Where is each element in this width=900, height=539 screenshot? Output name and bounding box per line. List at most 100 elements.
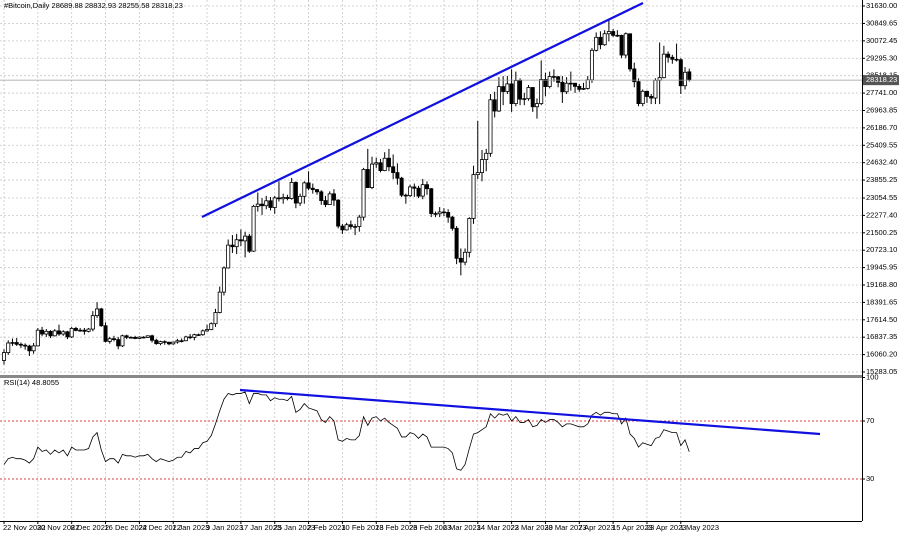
x-tick-label: 18 Feb 2023 <box>375 523 417 532</box>
candle-body <box>463 251 468 263</box>
candle-body <box>526 87 531 100</box>
candle-body <box>386 157 391 168</box>
candle-body <box>111 338 116 341</box>
candle-body <box>107 338 112 342</box>
candle-body <box>27 345 32 352</box>
x-tick-label: 2 Feb 2023 <box>308 523 346 532</box>
candle-body <box>374 162 379 165</box>
candle-body <box>217 291 222 313</box>
candle-body <box>670 56 675 60</box>
candle-body <box>272 197 277 208</box>
candle-body <box>120 335 125 347</box>
candle-body <box>496 86 501 112</box>
candle-body <box>14 342 19 345</box>
candle-body <box>35 329 40 347</box>
x-tick-label: 8 Dec 2022 <box>71 523 109 532</box>
candle-body <box>175 340 180 343</box>
candle-body <box>501 86 506 92</box>
candle-body <box>403 194 408 197</box>
candle-body <box>18 343 23 346</box>
candle-body <box>56 330 61 335</box>
candle-body <box>623 33 628 56</box>
candle-body <box>10 342 15 344</box>
candle-body <box>166 341 171 345</box>
y-tick-label: 20723.10 <box>866 245 897 254</box>
candle-body <box>230 244 235 248</box>
candle-body <box>306 182 311 189</box>
candle-body <box>429 188 434 214</box>
candle-body <box>543 79 548 88</box>
x-tick-label: 9 Jan 2023 <box>206 523 243 532</box>
candle-body <box>52 330 57 337</box>
candle-body <box>513 80 518 105</box>
x-tick-label: 23 Apr 2023 <box>646 523 686 532</box>
candle-body <box>454 227 459 259</box>
candle-body <box>336 199 341 227</box>
candle-body <box>268 200 273 208</box>
candle-body <box>2 352 7 361</box>
candle-body <box>243 235 248 242</box>
candle-body <box>530 87 535 108</box>
x-tick-label: 1 May 2023 <box>680 523 719 532</box>
candle-body <box>581 87 586 90</box>
candle-body <box>522 98 527 100</box>
candle-body <box>564 82 569 93</box>
x-tick-label: 14 Mar 2023 <box>477 523 519 532</box>
candle-body <box>598 36 603 46</box>
y-tick-label: 19168.80 <box>866 280 897 289</box>
candle-body <box>124 335 129 338</box>
x-tick-label: 25 Jan 2023 <box>274 523 315 532</box>
candle-body <box>78 329 83 332</box>
candle-body <box>509 83 514 105</box>
candle-body <box>226 244 231 269</box>
rsi-y-tick-label: 70 <box>866 416 874 425</box>
candle-body <box>103 325 108 342</box>
candle-body <box>416 187 421 197</box>
x-tick-label: 26 Feb 2023 <box>409 523 451 532</box>
x-tick-label: 10 Feb 2023 <box>341 523 383 532</box>
candle-body <box>551 76 556 78</box>
candle-body <box>285 197 290 199</box>
axes: 31630.0030849.6530072.4529295.3028518.15… <box>3 1 899 532</box>
candle-body <box>188 336 193 339</box>
candle-body <box>632 68 637 83</box>
candle-body <box>331 193 336 201</box>
candle-body <box>488 99 493 154</box>
candle-body <box>611 31 616 36</box>
candle-body <box>450 216 455 229</box>
candle-body <box>90 315 95 330</box>
x-tick-label: 6 Mar 2023 <box>443 523 481 532</box>
candle-body <box>276 197 281 200</box>
candle-body <box>353 226 358 228</box>
candle-body <box>150 335 155 341</box>
candle-body <box>539 79 544 105</box>
candle-body <box>73 328 78 331</box>
x-tick-label: 22 Nov 2022 <box>3 523 46 532</box>
rsi-line <box>3 391 690 471</box>
candle-body <box>205 329 210 332</box>
x-tick-label: 16 Dec 2022 <box>105 523 148 532</box>
candle-body <box>158 341 163 345</box>
candle-body <box>479 159 484 173</box>
candle-body <box>44 330 49 335</box>
candle-body <box>145 335 150 338</box>
rsi-y-tick-label: 100 <box>866 372 879 381</box>
rsi-trend-line <box>239 388 821 436</box>
candle-body <box>573 82 578 87</box>
candle-body <box>251 205 256 252</box>
candle-body <box>666 53 671 58</box>
candle-body <box>183 336 188 342</box>
candle-body <box>48 330 53 337</box>
candle-body <box>209 323 214 330</box>
marks <box>0 20 862 471</box>
candle-body <box>357 216 362 227</box>
candle-body <box>128 336 133 339</box>
candle-body <box>678 59 683 87</box>
candle-body <box>441 211 446 214</box>
y-tick-label: 26186.70 <box>866 123 897 132</box>
candle-body <box>82 329 87 332</box>
last-price-box <box>863 75 899 86</box>
candle-body <box>644 90 649 97</box>
candle-body <box>458 257 463 263</box>
x-tick-label: 30 Nov 2022 <box>37 523 80 532</box>
